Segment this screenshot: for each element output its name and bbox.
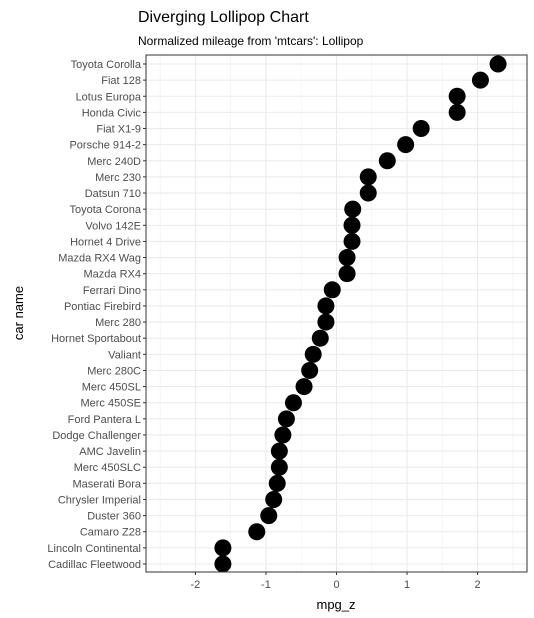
y-tick-label: Merc 230 xyxy=(95,172,141,184)
data-point xyxy=(311,329,329,347)
data-point xyxy=(284,394,302,412)
x-axis-title: mpg_z xyxy=(316,597,355,612)
data-point xyxy=(260,507,278,525)
y-tick-label: Merc 450SLC xyxy=(74,462,141,474)
grid-lines xyxy=(146,55,527,572)
data-point xyxy=(270,458,288,476)
data-point xyxy=(359,184,377,202)
y-tick-label: Hornet Sportabout xyxy=(51,333,141,345)
data-point xyxy=(295,378,313,396)
y-tick-label: Duster 360 xyxy=(87,511,141,523)
y-tick-label: Toyota Corona xyxy=(69,204,141,216)
x-tick-label: 1 xyxy=(404,579,410,591)
x-tick-label: 0 xyxy=(333,579,339,591)
chart-title: Diverging Lollipop Chart xyxy=(138,9,309,26)
x-tick-label: 2 xyxy=(475,579,481,591)
y-tick-label: Merc 450SL xyxy=(82,382,141,394)
y-tick-label: Mazda RX4 Wag xyxy=(58,253,141,265)
data-point xyxy=(448,87,466,105)
data-point xyxy=(338,265,356,283)
data-point xyxy=(359,168,377,186)
data-point xyxy=(270,442,288,460)
y-tick-label: Fiat X1-9 xyxy=(96,124,141,136)
data-point xyxy=(268,474,286,492)
x-tick-label: -1 xyxy=(261,579,271,591)
y-tick-label: Merc 240D xyxy=(87,156,141,168)
y-tick-label: Honda Civic xyxy=(82,107,142,119)
y-tick-label: Valiant xyxy=(108,349,141,361)
y-axis-ticks: Cadillac Fleetwood Lincoln Continental Cam… xyxy=(47,59,146,571)
data-point xyxy=(265,490,283,508)
y-tick-label: Merc 280C xyxy=(87,365,141,377)
y-tick-label: Merc 450SE xyxy=(80,398,141,410)
y-tick-label: Datsun 710 xyxy=(85,188,141,200)
data-point xyxy=(471,71,489,89)
y-tick-label: Maserati Bora xyxy=(73,478,142,490)
x-tick-label: -2 xyxy=(190,579,200,591)
y-tick-label: Mazda RX4 xyxy=(84,269,141,281)
y-tick-label: Camaro Z28 xyxy=(80,527,141,539)
x-axis-ticks: -2 -1 0 1 2 xyxy=(190,572,481,591)
data-points xyxy=(214,55,507,573)
data-point xyxy=(344,200,362,218)
data-point xyxy=(317,313,335,331)
chart-subtitle: Normalized mileage from 'mtcars': Lollip… xyxy=(138,34,364,48)
data-point xyxy=(378,152,396,170)
y-tick-label: Lincoln Continental xyxy=(47,543,141,555)
y-tick-label: Volvo 142E xyxy=(85,220,141,232)
y-tick-label: Hornet 4 Drive xyxy=(70,236,141,248)
data-point xyxy=(317,297,335,315)
data-point xyxy=(338,249,356,267)
y-tick-label: AMC Javelin xyxy=(79,446,141,458)
y-tick-label: Merc 280 xyxy=(95,317,141,329)
data-point xyxy=(448,103,466,121)
y-tick-label: Toyota Corolla xyxy=(71,59,142,71)
y-tick-label: Chrysler Imperial xyxy=(58,494,141,506)
y-tick-label: Cadillac Fleetwood xyxy=(48,559,141,571)
y-tick-label: Ferrari Dino xyxy=(83,285,141,297)
data-point xyxy=(304,345,322,363)
data-point xyxy=(214,539,232,557)
data-point xyxy=(343,216,361,234)
data-point xyxy=(397,136,415,154)
y-tick-label: Dodge Challenger xyxy=(52,430,141,442)
data-point xyxy=(489,55,507,73)
y-tick-label: Ford Pantera L xyxy=(68,414,141,426)
data-point xyxy=(248,523,266,541)
y-axis-title: car name xyxy=(11,286,26,340)
data-point xyxy=(323,281,341,299)
y-tick-label: Pontiac Firebird xyxy=(64,301,141,313)
y-tick-label: Fiat 128 xyxy=(101,75,141,87)
data-point xyxy=(274,426,292,444)
data-point xyxy=(343,232,361,250)
data-point xyxy=(277,410,295,428)
data-point xyxy=(412,120,430,138)
data-point xyxy=(214,555,232,573)
y-tick-label: Lotus Europa xyxy=(76,91,142,103)
data-point xyxy=(301,361,319,379)
y-tick-label: Porsche 914-2 xyxy=(69,140,141,152)
